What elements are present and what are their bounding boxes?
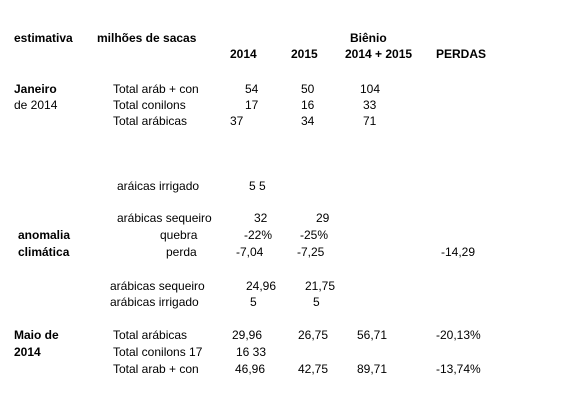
- section-title: Janeiro: [14, 82, 57, 96]
- row-label: Total arábicas: [113, 328, 188, 342]
- cell: 34: [301, 114, 315, 128]
- cell: 17: [245, 98, 259, 112]
- row-label: Total conilons: [113, 98, 186, 112]
- cell: 32: [254, 211, 268, 225]
- cell: 29,96: [232, 328, 263, 342]
- cell: 42,75: [298, 362, 329, 376]
- header-label: 2015: [291, 47, 318, 61]
- row-label: arábicas irrigado: [110, 295, 199, 309]
- cell: -22%: [244, 228, 273, 242]
- header-label: milhões de sacas: [97, 31, 197, 45]
- cell: -25%: [300, 228, 329, 242]
- cell: 16: [301, 98, 315, 112]
- row-label: Total aráb + con: [113, 82, 199, 96]
- cell: -13,74%: [436, 362, 481, 376]
- cell: 46,96: [235, 362, 266, 376]
- header-label: PERDAS: [436, 47, 487, 61]
- cell: 54: [245, 82, 259, 96]
- cell: 104: [360, 82, 381, 96]
- section-title: Maio de: [14, 328, 59, 342]
- row-label: arábicas sequeiro: [117, 211, 212, 225]
- row-label: perda: [166, 245, 197, 259]
- cell: 89,71: [357, 362, 388, 376]
- cell: 5: [250, 295, 257, 309]
- cell: -20,13%: [436, 328, 481, 342]
- cell: 16 33: [236, 345, 267, 359]
- cell: -7,25: [297, 245, 325, 259]
- row-label: quebra: [160, 228, 198, 242]
- header-label: 2014: [230, 47, 257, 61]
- cell: 50: [301, 82, 315, 96]
- row-label: Total arábicas: [113, 114, 188, 128]
- cell: -14,29: [441, 245, 476, 259]
- row-label: arábicas sequeiro: [110, 279, 205, 293]
- cell: 5: [313, 295, 320, 309]
- cell: 26,75: [298, 328, 329, 342]
- section-title: anomalia: [18, 228, 71, 242]
- row-label: aráicas irrigado: [117, 179, 200, 193]
- section-title: de 2014: [14, 98, 58, 112]
- cell: 37: [230, 114, 244, 128]
- section-title: 2014: [14, 345, 41, 359]
- cell: -7,04: [236, 245, 264, 259]
- cell: 71: [363, 114, 377, 128]
- cell: 56,71: [357, 328, 388, 342]
- header-label: 2014 + 2015: [345, 47, 413, 61]
- header-label: Biênio: [350, 31, 387, 45]
- cell: 33: [363, 98, 377, 112]
- row-label: Total conilons 17: [113, 345, 203, 359]
- cell: 24,96: [246, 279, 277, 293]
- cell: 29: [316, 211, 330, 225]
- cell: 5 5: [249, 179, 266, 193]
- cell: 21,75: [305, 279, 336, 293]
- header-label: estimativa: [14, 31, 73, 45]
- row-label: Total arab + con: [113, 362, 199, 376]
- section-title: climática: [18, 245, 70, 259]
